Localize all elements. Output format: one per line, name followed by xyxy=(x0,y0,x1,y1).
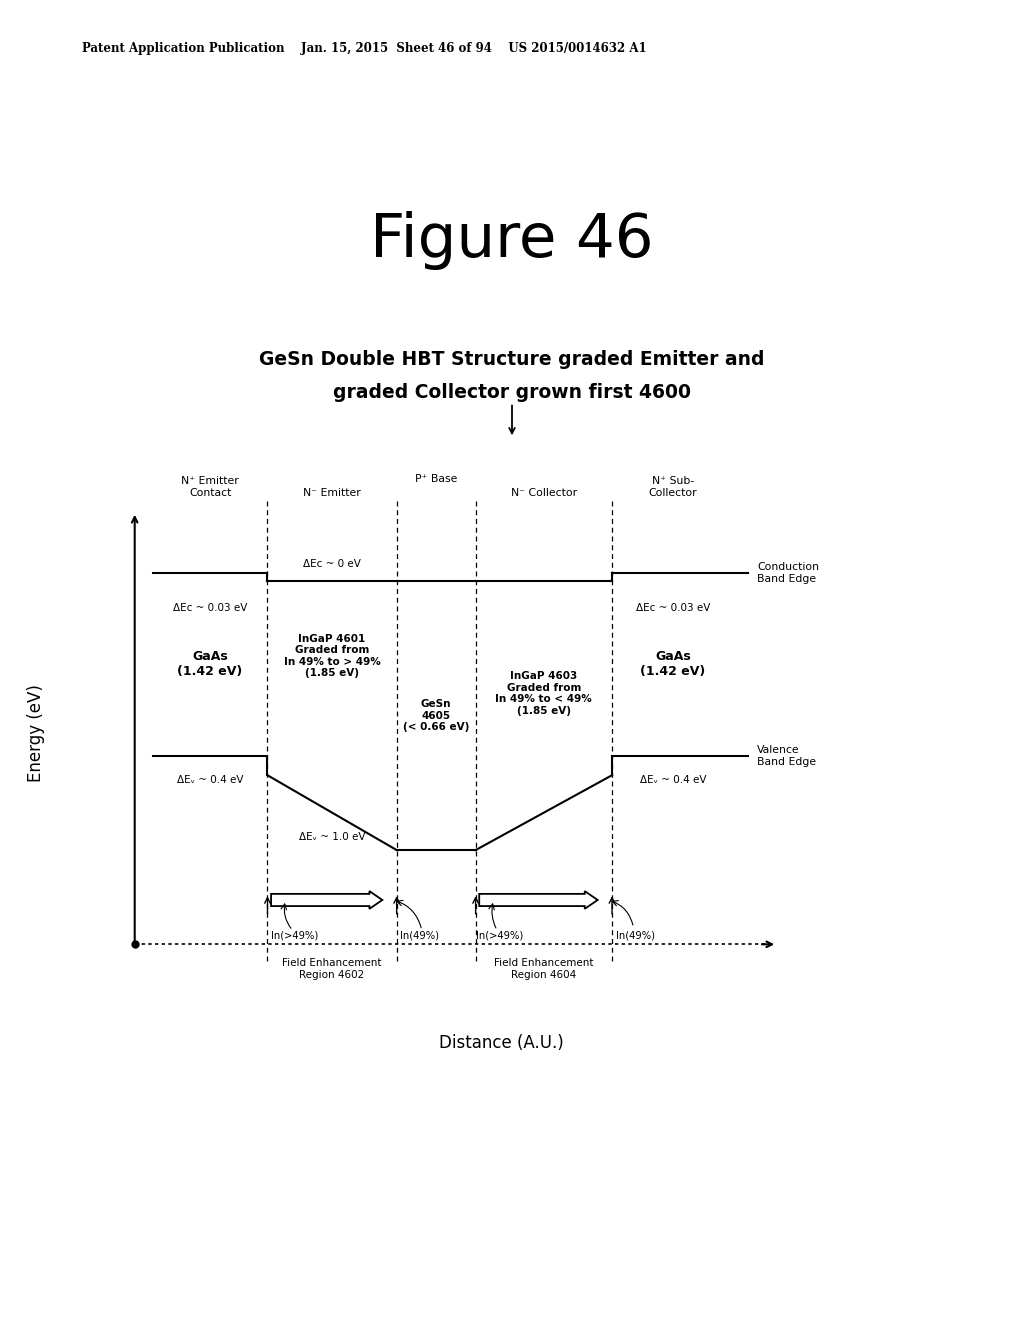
Text: Field Enhancement
Region 4604: Field Enhancement Region 4604 xyxy=(494,958,594,979)
Text: graded Collector grown first 4600: graded Collector grown first 4600 xyxy=(333,383,691,401)
Text: N⁺ Emitter
Contact: N⁺ Emitter Contact xyxy=(181,477,239,498)
Text: ΔEᴄ ~ 0.03 eV: ΔEᴄ ~ 0.03 eV xyxy=(636,603,711,614)
Text: Valence
Band Edge: Valence Band Edge xyxy=(757,744,816,767)
Text: ΔEᵥ ~ 0.4 eV: ΔEᵥ ~ 0.4 eV xyxy=(640,775,707,785)
Text: GeSn Double HBT Structure graded Emitter and: GeSn Double HBT Structure graded Emitter… xyxy=(259,350,765,368)
Text: Distance (A.U.): Distance (A.U.) xyxy=(439,1034,564,1052)
Text: N⁺ Sub-
Collector: N⁺ Sub- Collector xyxy=(649,477,697,498)
Text: InGaP 4601
Graded from
In 49% to > 49%
(1.85 eV): InGaP 4601 Graded from In 49% to > 49% (… xyxy=(284,634,381,678)
Text: GaAs
(1.42 eV): GaAs (1.42 eV) xyxy=(177,651,243,678)
Text: Conduction
Band Edge: Conduction Band Edge xyxy=(757,562,819,583)
Text: In(49%): In(49%) xyxy=(615,931,654,940)
Text: Figure 46: Figure 46 xyxy=(371,211,653,271)
Text: In(49%): In(49%) xyxy=(400,931,439,940)
Text: Patent Application Publication    Jan. 15, 2015  Sheet 46 of 94    US 2015/00146: Patent Application Publication Jan. 15, … xyxy=(82,42,646,55)
Text: Energy (eV): Energy (eV) xyxy=(27,684,45,781)
Text: ΔEᵥ ~ 1.0 eV: ΔEᵥ ~ 1.0 eV xyxy=(299,832,366,842)
FancyArrow shape xyxy=(479,891,598,909)
Text: GeSn
4605
(< 0.66 eV): GeSn 4605 (< 0.66 eV) xyxy=(403,700,469,733)
Text: ΔEᴄ ~ 0 eV: ΔEᴄ ~ 0 eV xyxy=(303,558,361,569)
Text: Field Enhancement
Region 4602: Field Enhancement Region 4602 xyxy=(283,958,382,979)
FancyArrow shape xyxy=(271,891,382,909)
Text: In(>49%): In(>49%) xyxy=(271,931,318,940)
Text: N⁻ Collector: N⁻ Collector xyxy=(511,488,577,498)
Text: InGaP 4603
Graded from
In 49% to < 49%
(1.85 eV): InGaP 4603 Graded from In 49% to < 49% (… xyxy=(496,671,592,715)
Text: GaAs
(1.42 eV): GaAs (1.42 eV) xyxy=(640,651,706,678)
Text: In(>49%): In(>49%) xyxy=(475,931,523,940)
Text: P⁺ Base: P⁺ Base xyxy=(415,474,458,484)
Text: ΔEᴄ ~ 0.03 eV: ΔEᴄ ~ 0.03 eV xyxy=(173,603,247,614)
Text: N⁻ Emitter: N⁻ Emitter xyxy=(303,488,360,498)
Text: ΔEᵥ ~ 0.4 eV: ΔEᵥ ~ 0.4 eV xyxy=(177,775,244,785)
